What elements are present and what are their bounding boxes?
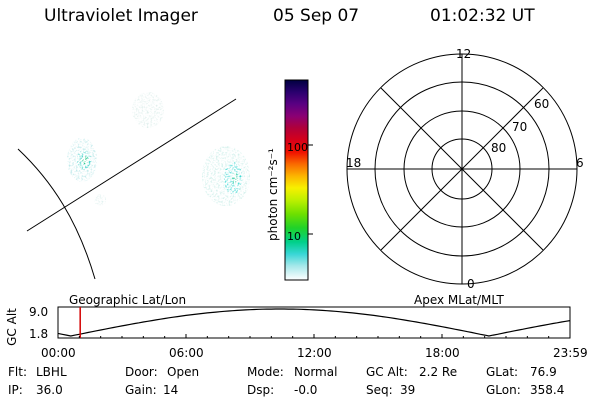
gc-alt-label: GC Alt: [366,365,408,379]
door-value: Open [167,365,200,379]
apex-mlat-mlt-label: Apex MLat/MLT [414,293,504,307]
colorbar-gradient [284,79,309,281]
limb-curve [17,148,96,280]
filter-value: LBHL [36,365,67,379]
polar-label-lat70: 70 [512,120,528,134]
time-tick-0600: 06:00 [169,346,204,360]
polar-label-lat80: 80 [491,141,507,155]
seq-label: Seq: [366,383,393,397]
altitude-tick-high: 9.0 [29,305,49,319]
app-title: Ultraviolet Imager [44,6,198,26]
polar-label-0: 0 [467,277,475,291]
mode-value: Normal [294,365,338,379]
altitude-tick-low: 1.8 [29,327,49,341]
altitude-axis-label: GC Alt [5,308,19,346]
time-tick-1800: 18:00 [425,346,460,360]
colorbar: photon cm⁻²s⁻¹ [266,79,313,281]
emission-patch-bottom [94,194,106,206]
colorbar-unit-label: photon cm⁻²s⁻¹ [266,148,280,241]
time-tick-1200: 12:00 [297,346,332,360]
polar-label-6: 6 [576,156,584,170]
gc-alt-value: 2.2 Re [419,365,458,379]
glat-value: 76.9 [530,365,557,379]
terminator-line [26,98,237,232]
polar-label-lat60: 60 [534,97,550,111]
mode-label: Mode: [247,365,284,379]
polar-label-18: 18 [346,156,362,170]
emission-patch-top [132,92,164,128]
gain-label: Gain: [125,383,157,397]
gain-value: 14 [163,383,179,397]
colorbar-tick-label-100: 100 [287,141,308,154]
aurora-image-panel [17,92,250,280]
filter-label: Flt: [8,365,27,379]
dsp-value: -0.0 [294,383,318,397]
glat-label: GLat: [486,365,519,379]
time-readout: 01:02:32 UT [430,6,535,26]
ip-value: 36.0 [36,383,63,397]
ip-label: IP: [8,383,23,397]
altitude-plot [57,306,571,339]
seq-value: 39 [400,383,416,397]
time-tick-0000: 00:00 [41,346,76,360]
date-readout: 05 Sep 07 [273,6,360,26]
glon-label: GLon: [486,383,521,397]
altitude-plot-frame [57,306,571,339]
polar-diagonal-2 [380,87,544,251]
time-tick-2359: 23:59 [553,346,588,360]
glon-value: 358.4 [530,383,565,397]
emission-patch-right-center [232,172,238,184]
door-label: Door: [125,365,158,379]
colorbar-tick-label-10: 10 [287,230,301,243]
emission-patch-left-center [82,156,88,164]
altitude-curve [57,308,571,337]
geographic-latlon-label: Geographic Lat/Lon [69,293,187,307]
polar-mlat-mlt-plot [346,53,578,285]
polar-label-12: 12 [456,47,472,61]
dsp-label: Dsp: [247,383,275,397]
